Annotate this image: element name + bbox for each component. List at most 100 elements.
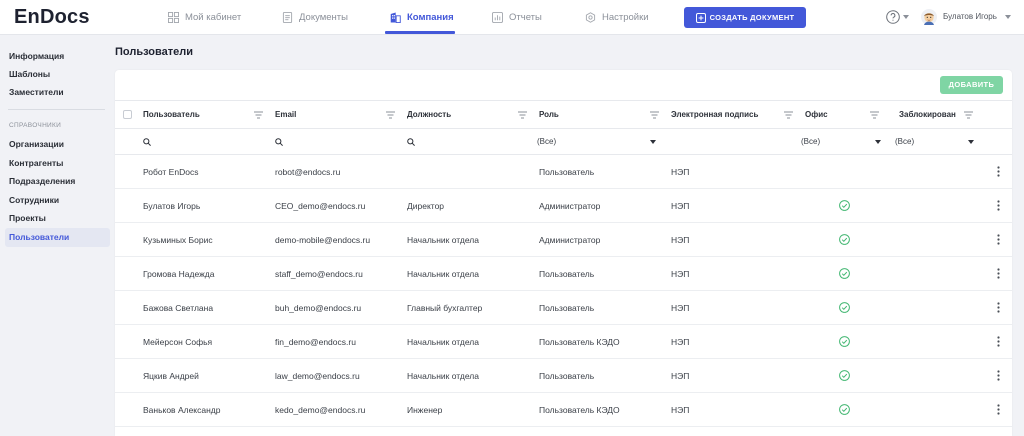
column-header-label: Заблокирован	[899, 110, 956, 119]
filter-icon[interactable]	[254, 111, 263, 119]
user-email-cell: CEO_demo@endocs.ru	[275, 200, 366, 211]
sidebar-item-deputies[interactable]: Заместители	[9, 87, 64, 97]
sidebar-item-templates[interactable]: Шаблоны	[9, 69, 51, 79]
user-role-cell: Администратор	[539, 234, 601, 245]
plus-square-icon	[695, 12, 706, 23]
grid-icon	[168, 12, 179, 23]
filter-role-select[interactable]: (Все)	[537, 133, 661, 151]
user-role-cell: Пользователь	[539, 302, 595, 313]
filter-email-cell	[267, 129, 399, 154]
filter-icon[interactable]	[870, 111, 879, 119]
user-office-cell	[797, 155, 891, 188]
user-name[interactable]: Булатов Игорь	[943, 12, 997, 21]
nav-item-settings[interactable]: Настройки	[585, 10, 649, 25]
more-vertical-icon[interactable]	[995, 404, 1003, 415]
more-vertical-icon[interactable]	[995, 166, 1003, 177]
table-row[interactable]: Булатов Игорь CEO_demo@endocs.ru Директо…	[115, 189, 1012, 223]
table-row[interactable]: Ваньков Александр kedo_demo@endocs.ru Ин…	[115, 393, 1012, 427]
filter-icon[interactable]	[518, 111, 527, 119]
search-icon	[275, 137, 283, 146]
user-blocked-cell	[891, 257, 985, 290]
table-row[interactable]: Яцкив Андрей law_demo@endocs.ru Начальни…	[115, 359, 1012, 393]
column-header-email[interactable]: Email	[267, 101, 399, 128]
filter-icon[interactable]	[964, 111, 973, 119]
filter-icon[interactable]	[386, 111, 395, 119]
row-check-cell	[115, 393, 135, 426]
chevron-down-icon[interactable]	[1005, 15, 1011, 19]
users-table: Пользователь Email Должность Роль Электр…	[115, 100, 1012, 427]
column-header-user[interactable]: Пользователь	[135, 101, 267, 128]
user-name-cell: Громова Надежда	[143, 268, 215, 279]
nav-item-label: Отчеты	[509, 12, 542, 23]
user-signature-cell: НЭП	[671, 200, 690, 211]
avatar-icon[interactable]	[921, 9, 937, 25]
column-header-position[interactable]: Должность	[399, 101, 531, 128]
filter-office-select[interactable]: (Все)	[801, 133, 887, 151]
user-role-cell: Пользователь	[539, 166, 595, 177]
user-blocked-cell	[891, 291, 985, 324]
user-signature-cell: НЭП	[671, 268, 690, 279]
more-vertical-icon[interactable]	[995, 336, 1003, 347]
sidebar-item-projects[interactable]: Проекты	[9, 213, 46, 224]
app-logo[interactable]: EnDocs	[14, 6, 90, 28]
filter-user-cell	[135, 129, 267, 154]
more-vertical-icon[interactable]	[995, 200, 1003, 211]
check-circle-icon	[838, 302, 850, 313]
user-office-cell	[797, 291, 891, 324]
nav-item-documents[interactable]: Документы	[282, 10, 348, 25]
row-actions-cell	[985, 257, 1012, 290]
sidebar-item-organizations[interactable]: Организации	[9, 139, 64, 149]
filter-user-input[interactable]	[143, 133, 267, 151]
sidebar-item-info[interactable]: Информация	[9, 51, 65, 61]
sidebar-item-counterparties[interactable]: Контрагенты	[9, 157, 64, 168]
user-name-cell: Ваньков Александр	[143, 404, 221, 415]
select-all-checkbox[interactable]	[123, 110, 132, 119]
nav-item-label: Мой кабинет	[185, 12, 242, 23]
nav-item-reports[interactable]: Отчеты	[492, 10, 542, 25]
help-icon[interactable]	[886, 10, 900, 24]
user-position-cell: Главный бухгалтер	[407, 302, 483, 313]
nav-item-company[interactable]: Компания	[385, 10, 455, 34]
row-check-cell	[115, 291, 135, 324]
row-check-cell	[115, 359, 135, 392]
active-tab-indicator	[385, 31, 455, 34]
more-vertical-icon[interactable]	[995, 370, 1003, 381]
column-header-blocked[interactable]: Заблокирован	[891, 101, 985, 128]
filter-empty-cell	[115, 129, 135, 154]
create-document-button[interactable]: СОЗДАТЬ ДОКУМЕНТ	[684, 7, 806, 28]
filter-blocked-select[interactable]: (Все)	[895, 133, 981, 151]
user-position-cell: Начальник отдела	[407, 268, 479, 279]
table-row[interactable]: Робот EnDocs robot@endocs.ru Пользовател…	[115, 155, 1012, 189]
user-email-cell: law_demo@endocs.ru	[275, 370, 360, 381]
chevron-down-icon[interactable]	[903, 15, 909, 19]
column-header-role[interactable]: Роль	[531, 101, 663, 128]
user-name-cell: Кузьминых Борис	[143, 234, 213, 245]
filter-icon[interactable]	[784, 111, 793, 119]
table-row[interactable]: Кузьминых Борис demo-mobile@endocs.ru На…	[115, 223, 1012, 257]
more-vertical-icon[interactable]	[995, 268, 1003, 279]
sidebar-item-users[interactable]: Пользователи	[5, 227, 110, 247]
check-circle-icon	[838, 404, 850, 415]
more-vertical-icon[interactable]	[995, 302, 1003, 313]
users-card: ДОБАВИТЬ Пользователь Email Должность Ро…	[115, 70, 1012, 436]
table-row[interactable]: Мейерсон Софья fin_demo@endocs.ru Началь…	[115, 325, 1012, 359]
create-document-label: СОЗДАТЬ ДОКУМЕНТ	[709, 13, 795, 22]
sidebar-item-departments[interactable]: Подразделения	[9, 176, 76, 187]
nav-item-cabinet[interactable]: Мой кабинет	[168, 10, 241, 25]
table-row[interactable]: Бажова Светлана buh_demo@endocs.ru Главн…	[115, 291, 1012, 325]
column-header-signature[interactable]: Электронная подпись	[663, 101, 797, 128]
more-vertical-icon[interactable]	[995, 234, 1003, 245]
column-header-office[interactable]: Офис	[797, 101, 891, 128]
sidebar-divider	[8, 109, 105, 110]
filter-position-input[interactable]	[407, 133, 531, 151]
filter-email-input[interactable]	[275, 133, 399, 151]
row-actions-cell	[985, 393, 1012, 426]
add-user-button[interactable]: ДОБАВИТЬ	[940, 76, 1003, 94]
check-circle-icon	[838, 234, 850, 245]
table-row[interactable]: Громова Надежда staff_demo@endocs.ru Нач…	[115, 257, 1012, 291]
search-icon	[407, 137, 415, 146]
sidebar-item-employees[interactable]: Сотрудники	[9, 194, 60, 205]
filter-icon[interactable]	[650, 111, 659, 119]
user-position-cell: Директор	[407, 200, 445, 211]
table-filter-row: (Все) (Все) (Все)	[115, 129, 1012, 155]
